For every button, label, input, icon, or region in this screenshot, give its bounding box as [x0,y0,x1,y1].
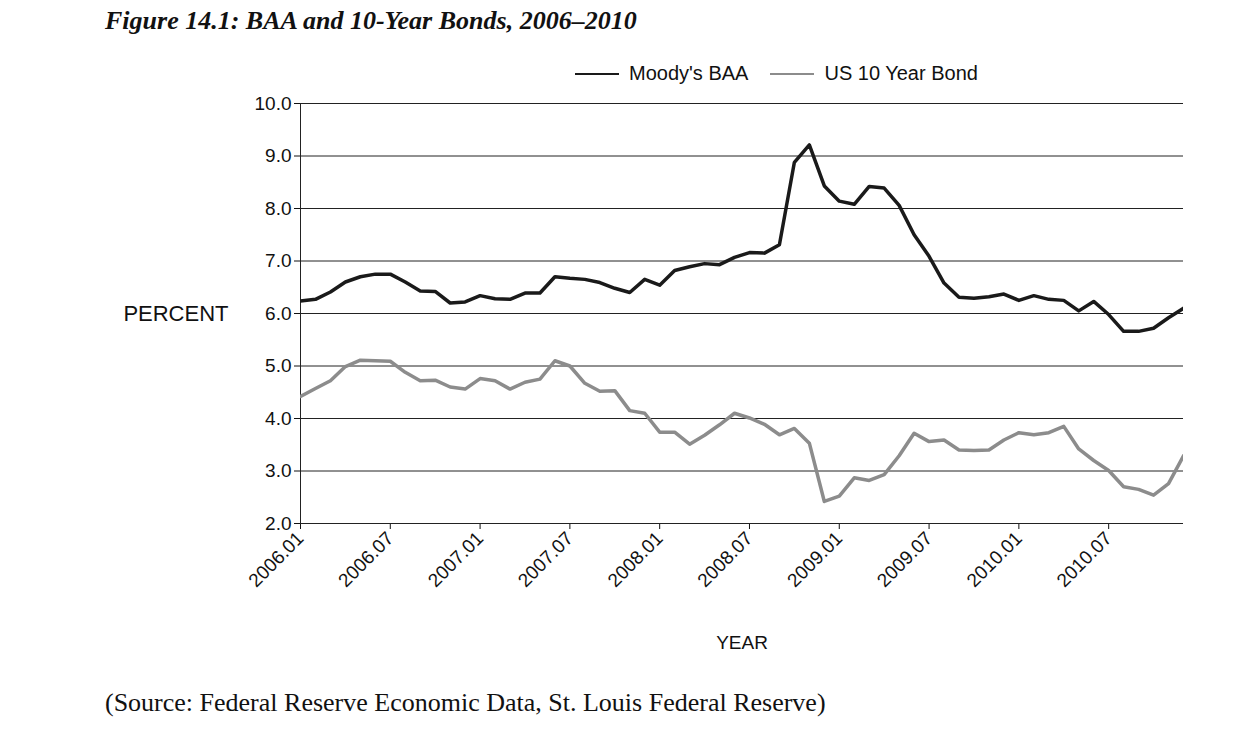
html-text:Figure 14.1: BAA and 10-Year B: Figure 14.1: BAA and 10-Year Bonds, 2006… [105,6,637,35]
svg-text:2007.01: 2007.01 [424,528,487,591]
svg-text:8.0: 8.0 [265,198,291,219]
svg-text:3.0: 3.0 [265,460,291,481]
svg-text:2009.01: 2009.01 [783,528,846,591]
svg-text:2.0: 2.0 [265,513,291,534]
svg-text:2008.01: 2008.01 [603,528,666,591]
svg-text:5.0: 5.0 [265,355,291,376]
svg-text:2006.07: 2006.07 [334,528,397,591]
html-text:US 10 Year Bond: US 10 Year Bond [824,62,978,84]
svg-text:YEAR: YEAR [716,632,768,653]
svg-text:2007.07: 2007.07 [514,528,577,591]
svg-text:2010.07: 2010.07 [1052,528,1115,591]
svg-text:2009.07: 2009.07 [873,528,936,591]
svg-text:2008.07: 2008.07 [693,528,756,591]
html-text:Moody's BAA: Moody's BAA [629,62,749,84]
svg-text:9.0: 9.0 [265,145,291,166]
svg-text:10.0: 10.0 [255,93,292,114]
svg-text:4.0: 4.0 [265,408,291,429]
svg-text:2006.01: 2006.01 [244,528,307,591]
svg-text:PERCENT: PERCENT [123,301,228,326]
html-text:(Source: Federal Reserve Econo: (Source: Federal Reserve Economic Data, … [105,688,826,717]
svg-text:6.0: 6.0 [265,303,291,324]
svg-text:7.0: 7.0 [265,250,291,271]
svg-text:2010.01: 2010.01 [963,528,1026,591]
